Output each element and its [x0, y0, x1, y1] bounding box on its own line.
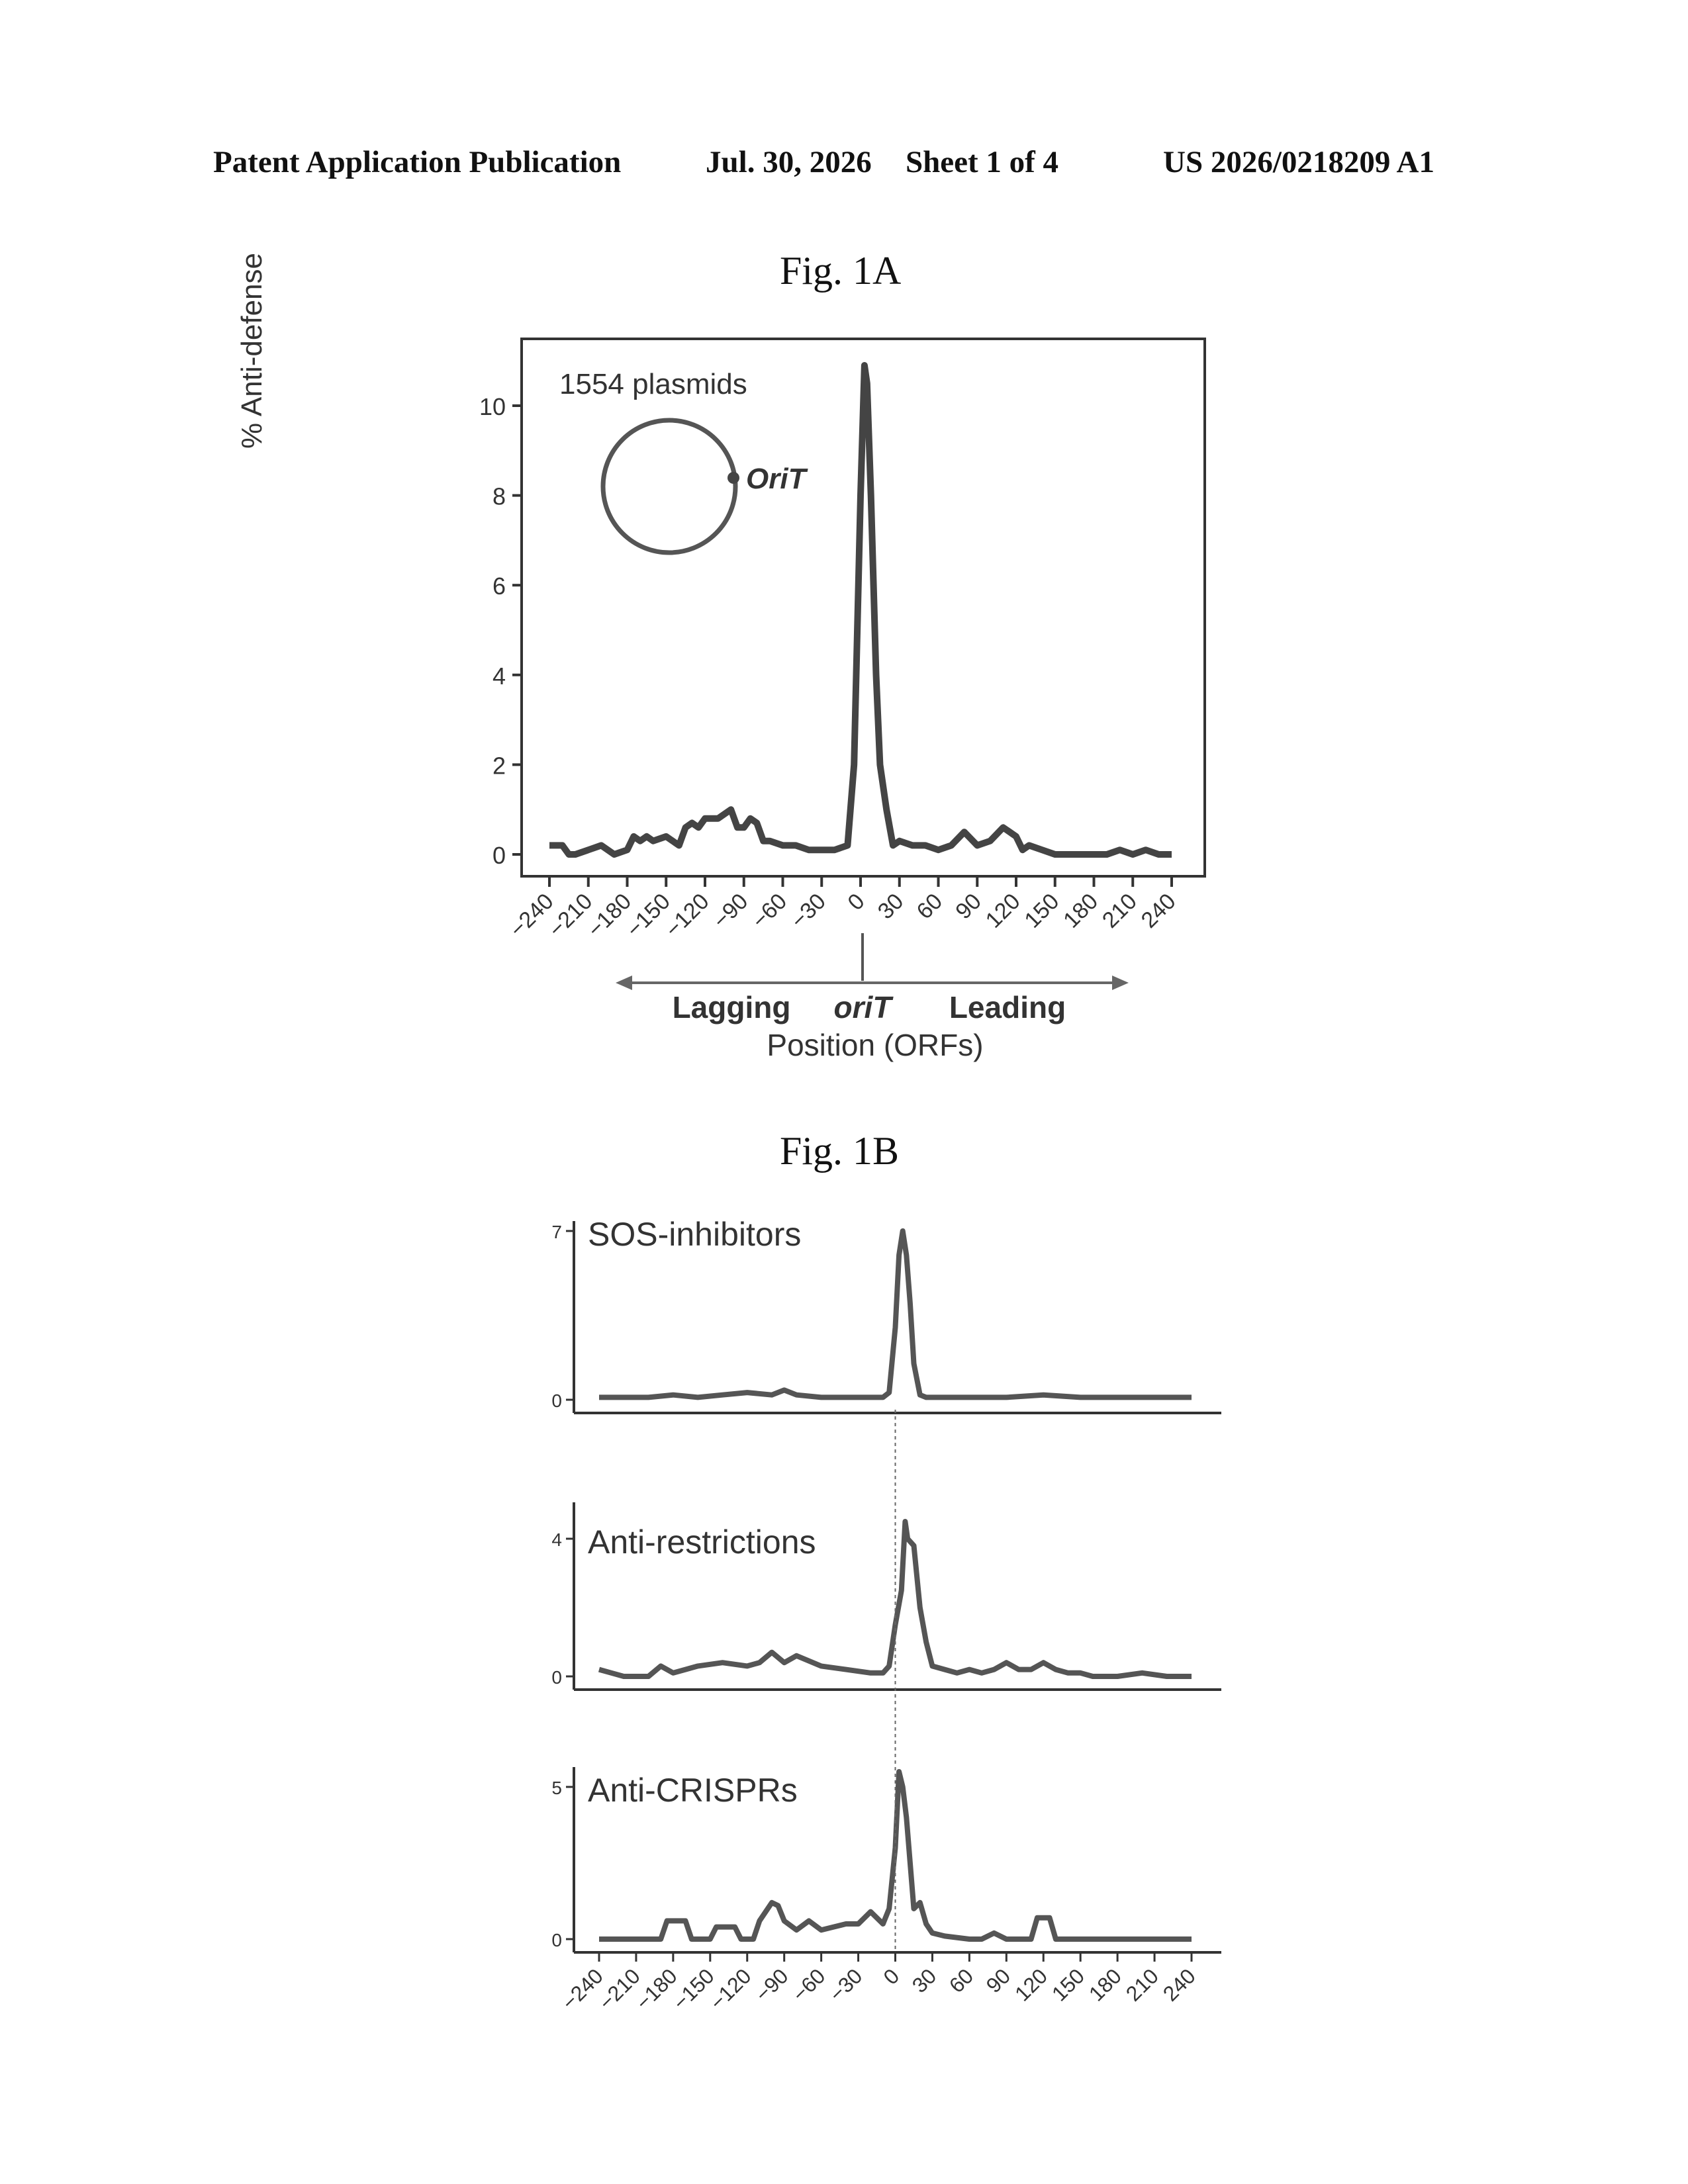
fig-1b-x-tick-label: −120	[705, 1964, 755, 2014]
fig-1a-x-tick-label: −150	[622, 889, 675, 942]
plasmid-circle-icon	[603, 420, 735, 553]
fig-1b-y-tick-label: 0	[551, 1390, 562, 1411]
fig-1b-x-tick-label: −180	[631, 1964, 681, 2014]
fig-1a-x-tick-label: −120	[661, 889, 714, 942]
lagging-label: Lagging	[673, 990, 791, 1024]
fig-1a-x-tick-label: 30	[873, 889, 909, 925]
leading-label: Leading	[949, 990, 1066, 1024]
fig-1b-x-tick-label: −90	[751, 1964, 793, 2006]
fig-1a-y-tick-label: 8	[492, 483, 506, 510]
fig-1b-x-tick-label: 210	[1121, 1964, 1163, 2005]
fig-1a-x-axis: −240−210−180−150−120−90−60−3003060901201…	[505, 876, 1181, 942]
fig-1a-x-tick-label: 60	[912, 889, 948, 925]
arrow-left-icon	[616, 976, 632, 990]
orit-label: OriT	[746, 463, 808, 495]
fig-1a-x-label: Position (ORFs)	[767, 1028, 983, 1062]
fig-1b-panels: 0 7 SOS-inhibitors 0 4 Anti-restrictions 0 5 Ant…	[551, 1216, 1221, 1952]
fig-1a-x-tick-label: −30	[786, 889, 831, 934]
fig-1b-x-tick-label: −210	[594, 1964, 644, 2014]
fig-1a-x-tick-label: 120	[981, 889, 1025, 933]
fig-1a-series-line	[549, 365, 1172, 854]
fig-1a-x-tick-label: 0	[843, 889, 869, 915]
fig-1a-x-tick-label: −210	[543, 889, 597, 942]
fig-1b-y-tick-label: 0	[551, 1930, 562, 1950]
fig-1b-x-axis: −240−210−180−150−120−90−60−3003060901201…	[557, 1952, 1200, 2015]
fig-1b-x-tick-label: 240	[1158, 1964, 1200, 2005]
fig-1b-x-tick-label: −30	[825, 1964, 867, 2006]
fig-1a-x-tick-label: 210	[1098, 889, 1142, 933]
fig-1b-panel-label: Anti-restrictions	[588, 1524, 816, 1561]
fig-1b-y-tick-label: 4	[551, 1529, 562, 1550]
fig-1b-series-line	[599, 1231, 1192, 1397]
fig-1a-x-tick-label: 150	[1019, 889, 1064, 933]
fig-1b-panel: 0 4 Anti-restrictions	[551, 1502, 1221, 1690]
fig-1a-x-tick-label: 240	[1137, 889, 1181, 933]
fig-1a-y-label: % Anti-defense	[236, 253, 268, 449]
fig-1a-y-tick-label: 6	[492, 572, 506, 600]
arrow-right-icon	[1112, 976, 1129, 990]
fig-1a-y-axis: 0 2 4 6 8 10	[479, 393, 522, 869]
fig-1b-x-tick-label: −240	[557, 1964, 608, 2014]
fig-1b-x-tick-label: −60	[788, 1964, 830, 2006]
fig-1b-x-tick-label: 90	[982, 1964, 1015, 1997]
fig-1a-x-tick-label: −90	[708, 889, 753, 934]
fig-1a-y-tick-label: 4	[492, 662, 506, 690]
orit-marker-icon	[727, 472, 739, 484]
fig-1b-x-tick-label: 0	[878, 1964, 904, 1989]
fig-1b-y-tick-label: 7	[551, 1222, 562, 1242]
fig-1b-x-tick-label: 30	[908, 1964, 941, 1997]
fig-1a-x-tick-label: −240	[505, 889, 559, 942]
fig-1a-y-tick-label: 10	[479, 393, 506, 420]
fig-1b-panel-label: Anti-CRISPRs	[588, 1772, 798, 1809]
fig-1a-x-tick-label: 90	[951, 889, 986, 925]
fig-1a-x-tick-label: −180	[583, 889, 636, 942]
fig-1a-x-tick-label: 180	[1058, 889, 1103, 933]
fig-1a-annotation: 1554 plasmids	[559, 368, 747, 400]
fig-1b-x-tick-label: −150	[668, 1964, 718, 2014]
fig-1b-y-tick-label: 5	[551, 1778, 562, 1798]
fig-1b-y-tick-label: 0	[551, 1667, 562, 1688]
fig-1b-x-tick-label: 120	[1010, 1964, 1052, 2005]
fig-1b-panel-label: SOS-inhibitors	[588, 1216, 801, 1253]
fig-1a-x-tick-label: −60	[747, 889, 792, 934]
fig-1b-x-tick-label: 150	[1047, 1964, 1089, 2005]
fig-1b-panel: 0 5 Anti-CRISPRs	[551, 1767, 1221, 1952]
fig-1b-panel: 0 7 SOS-inhibitors	[551, 1216, 1221, 1413]
fig-1a-y-tick-label: 2	[492, 752, 506, 779]
fig-1a-y-tick-label: 0	[492, 842, 506, 869]
fig-1b-x-tick-label: 60	[945, 1964, 978, 1997]
orit-axis-label: oriT	[834, 990, 894, 1024]
fig-1b-x-tick-label: 180	[1084, 1964, 1126, 2005]
